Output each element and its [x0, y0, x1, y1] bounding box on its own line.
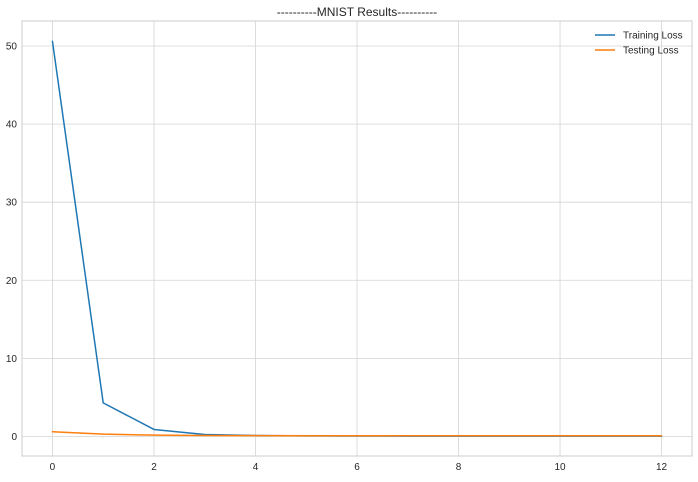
y-tick-label: 20 — [6, 276, 18, 287]
x-tick-label: 12 — [656, 462, 668, 473]
y-tick-label: 40 — [6, 120, 18, 131]
tick-labels: 0 2 4 6 8 10 12 0 10 20 30 40 50 — [6, 41, 668, 473]
y-tick-label: 0 — [11, 432, 17, 443]
x-tick-label: 2 — [151, 462, 157, 473]
x-tick-label: 10 — [554, 462, 566, 473]
legend-label: Training Loss — [623, 31, 683, 42]
series-line-1 — [51, 431, 663, 437]
y-tick-label: 30 — [6, 198, 18, 209]
x-tick-label: 4 — [253, 462, 259, 473]
series-lines — [51, 40, 663, 437]
x-tick-label: 8 — [456, 462, 462, 473]
x-tick-label: 6 — [354, 462, 360, 473]
y-tick-label: 10 — [6, 354, 18, 365]
grid-lines — [22, 21, 692, 456]
y-tick-label: 50 — [6, 41, 18, 52]
legend-label: Testing Loss — [623, 46, 679, 57]
x-tick-label: 0 — [50, 462, 56, 473]
chart-title: ----------MNIST Results---------- — [277, 5, 437, 19]
legend: Training Loss Testing Loss — [595, 31, 683, 57]
